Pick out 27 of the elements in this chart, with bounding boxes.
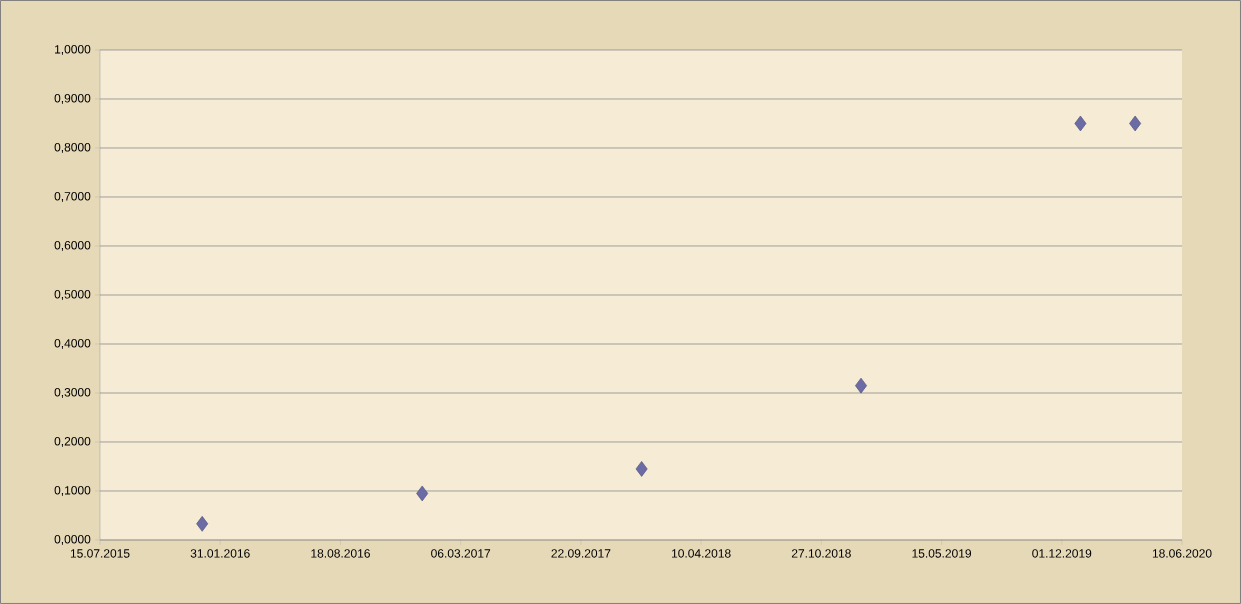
y-tick-label: 0,8000 xyxy=(54,143,91,153)
y-tick-label: 0,1000 xyxy=(54,486,91,496)
y-tick-label: 0,5000 xyxy=(54,290,91,300)
y-tick-label: 0,4000 xyxy=(54,339,91,349)
y-tick-label: 0,3000 xyxy=(54,388,91,398)
x-tick-label: 18.06.2020 xyxy=(1152,549,1212,558)
y-tick-label: 1,0000 xyxy=(55,45,91,55)
x-tick-label: 15.07.2015 xyxy=(70,549,130,558)
x-tick-label: 18.08.2016 xyxy=(311,549,370,558)
point xyxy=(635,461,648,477)
point xyxy=(855,377,867,394)
x-tick-label: 15.05.2019 xyxy=(912,549,972,558)
point xyxy=(1129,115,1142,132)
point xyxy=(196,516,209,532)
point xyxy=(416,485,429,502)
y-tick-label: 0,2000 xyxy=(54,437,91,447)
x-tick-label: 27.10.2018 xyxy=(791,549,851,558)
y-tick-label: 0,6000 xyxy=(54,241,91,251)
y-tick-label: 0,7000 xyxy=(54,192,91,202)
x-tick-label: 22.09.2017 xyxy=(551,549,611,558)
y-tick-label: 0,0000 xyxy=(54,535,91,545)
point xyxy=(1074,115,1087,132)
x-tick-label: 10.04.2018 xyxy=(672,549,731,558)
x-tick-label: 31.01.2016 xyxy=(190,549,250,558)
x-tick-label: 06.03.2017 xyxy=(431,549,491,558)
y-tick-label: 0,9000 xyxy=(54,94,91,104)
x-tick-label: 01.12.2019 xyxy=(1032,549,1092,558)
